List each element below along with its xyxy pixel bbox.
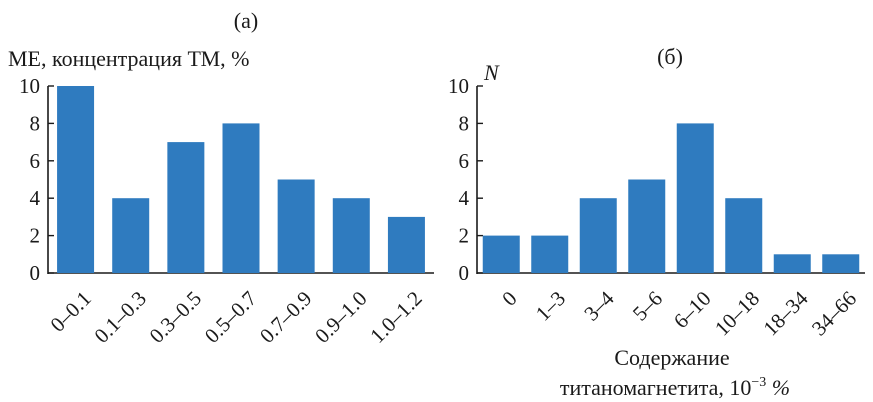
panel-b-x-axis-label-line2: титаномагнетита, 10−3 %	[560, 375, 790, 400]
panel-a-bar	[332, 198, 370, 273]
panel-b-bar	[482, 235, 520, 273]
panel-a-bar	[387, 216, 425, 273]
panel-a-y-tick-label: 2	[30, 224, 41, 248]
panel-a-x-tick-label: 0.5–0.7	[200, 286, 262, 348]
panel-b-y-tick-label: 8	[459, 111, 470, 135]
panel-a-label: (а)	[234, 8, 258, 33]
panel-a-bar	[112, 198, 150, 273]
panel-b-y-tick-label: 6	[459, 149, 470, 173]
panel-b-y-tick-label: 2	[459, 224, 470, 248]
panel-b-y-axis-label: N	[483, 60, 500, 85]
panel-a-y-tick-label: 10	[19, 74, 40, 98]
panel-b-bar	[725, 198, 763, 273]
panel-a-y-tick-label: 4	[30, 186, 41, 210]
panel-a-bar	[167, 142, 205, 273]
panel-b-bar	[531, 235, 569, 273]
panel-b-x-tick-label: 0	[497, 286, 521, 310]
panel-a-y-tick-label: 0	[30, 261, 41, 285]
panel-b-x-tick-label: 3–4	[579, 286, 619, 326]
panel-a-x-tick-label: 0.1–0.3	[89, 286, 151, 348]
panel-b-bar	[579, 198, 617, 273]
panel-a-y-axis-label: МЕ, концентрация ТМ, %	[8, 46, 250, 71]
panel-b-x-tick-label: 18–34	[758, 286, 812, 340]
panel-b-x-tick-label: 6–10	[669, 286, 716, 333]
panel-a-x-tick-label: 0.3–0.5	[145, 286, 207, 348]
panel-a-y-tick-label: 8	[30, 111, 41, 135]
panel-b-bar	[773, 254, 811, 273]
panel-b-x-tick-label: 5–6	[628, 286, 667, 325]
panel-a-bar	[277, 179, 315, 273]
panel-b-y-tick-label: 10	[448, 74, 469, 98]
panel-b-y-tick-label: 0	[459, 261, 470, 285]
panel-b-bar	[822, 254, 860, 273]
panel-a-x-tick-label: 0.7–0.9	[255, 286, 317, 348]
panel-b-x-tick-label: 34–66	[807, 286, 861, 340]
panel-b-x-tick-label: 10–18	[710, 286, 764, 340]
panel-a-x-tick-label: 0–0.1	[45, 286, 95, 336]
panel-a-chart: 0 2 4 6 8 10 0–0.10.1–0.30.3–0.50.5–0.70.7–0.9…	[19, 74, 434, 348]
panel-a-x-tick-label: 0.9–1.0	[310, 286, 372, 348]
panel-b-x-tick-label: 1–3	[531, 286, 570, 325]
panel-a-bar	[222, 123, 260, 274]
panel-a-y-tick-label: 6	[30, 149, 41, 173]
panel-b-label: (б)	[657, 44, 683, 69]
panel-a-bar	[57, 86, 95, 273]
panel-b-x-axis-label-line1: Содержание	[614, 345, 729, 370]
panel-b-y-tick-label: 4	[459, 186, 470, 210]
panel-b-bar	[676, 123, 714, 274]
panel-a-x-tick-label: 1.0–1.2	[365, 286, 427, 348]
panel-b-bar	[628, 179, 666, 273]
